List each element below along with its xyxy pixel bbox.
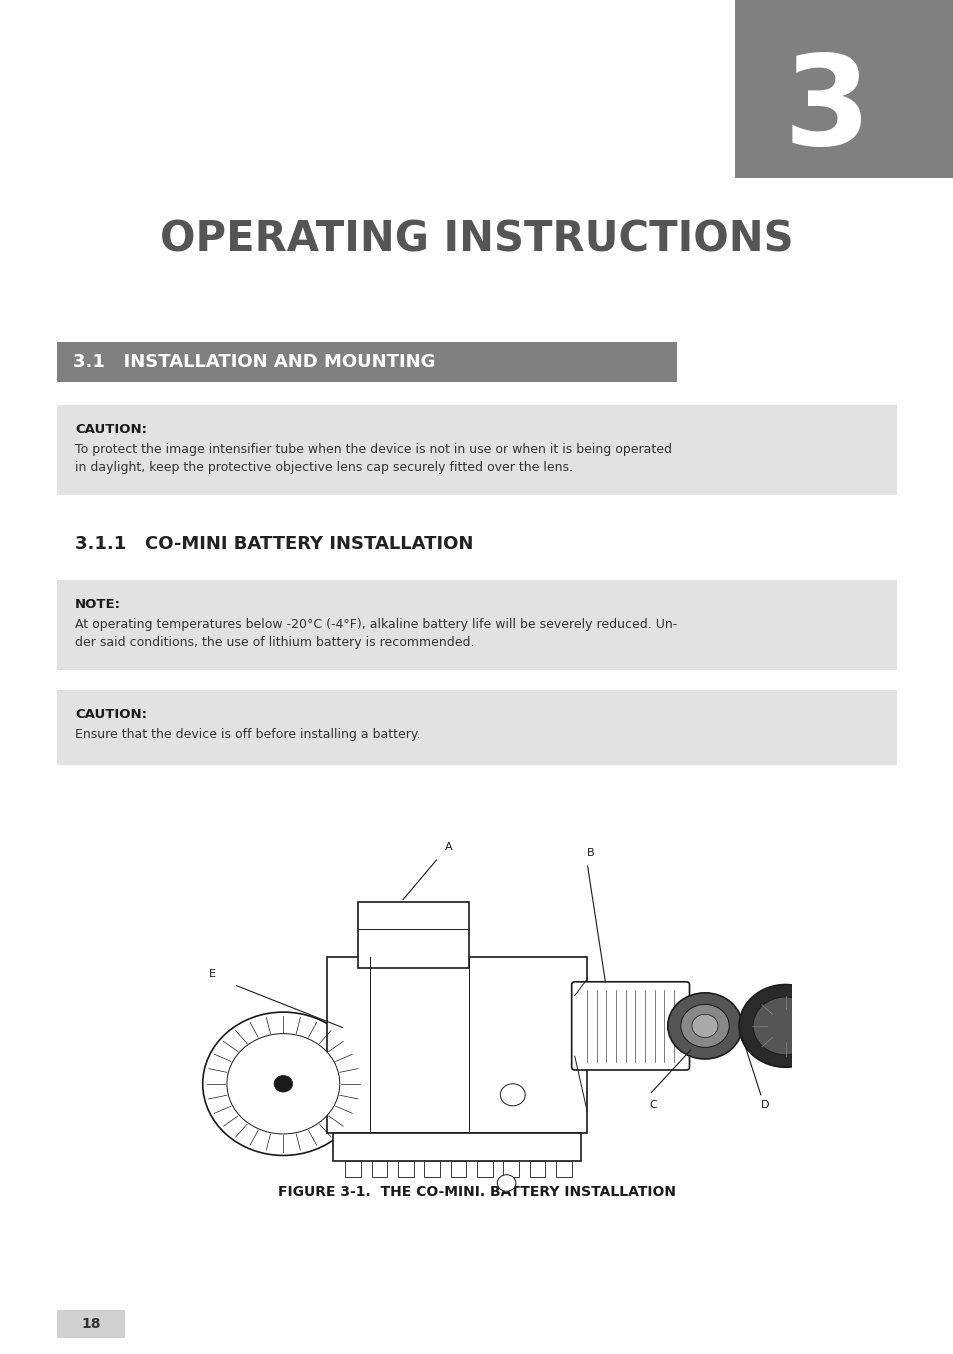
Text: 18: 18 [81, 1317, 101, 1331]
Circle shape [274, 1075, 293, 1093]
Bar [476, 1160, 492, 1178]
Bar [57, 343, 677, 382]
Text: 3: 3 [782, 50, 869, 171]
Circle shape [752, 997, 818, 1055]
Text: OPERATING INSTRUCTIONS: OPERATING INSTRUCTIONS [160, 219, 793, 261]
Text: Ensure that the device is off before installing a battery.: Ensure that the device is off before ins… [75, 728, 420, 741]
Circle shape [691, 1014, 718, 1037]
Bar [503, 1160, 518, 1178]
Text: CAUTION:: CAUTION: [75, 708, 147, 720]
Text: C: C [648, 1101, 657, 1110]
Bar [397, 1160, 413, 1178]
Circle shape [739, 984, 831, 1067]
Text: D: D [760, 1101, 768, 1110]
Text: To protect the image intensifier tube when the device is not in use or when it i: To protect the image intensifier tube wh… [75, 443, 671, 474]
Text: FIGURE 3-1.  THE CO-MINI. BATTERY INSTALLATION: FIGURE 3-1. THE CO-MINI. BATTERY INSTALL… [277, 1185, 676, 1200]
Bar [57, 691, 896, 765]
Bar [57, 405, 896, 496]
Bar [372, 1160, 387, 1178]
Bar [734, 0, 953, 177]
Circle shape [497, 1175, 516, 1192]
Text: NOTE:: NOTE: [75, 598, 121, 611]
Bar [450, 1160, 466, 1178]
Bar [57, 1311, 125, 1338]
Text: A: A [444, 842, 452, 852]
Bar [333, 1133, 580, 1160]
Circle shape [680, 1005, 728, 1048]
Text: CAUTION:: CAUTION: [75, 422, 147, 436]
Circle shape [499, 1083, 525, 1106]
Text: At operating temperatures below -20°C (-4°F), alkaline battery life will be seve: At operating temperatures below -20°C (-… [75, 617, 677, 649]
Text: B: B [586, 848, 594, 858]
Circle shape [227, 1033, 339, 1133]
Text: 3.1   INSTALLATION AND MOUNTING: 3.1 INSTALLATION AND MOUNTING [73, 353, 435, 371]
Bar [326, 957, 586, 1133]
Bar [424, 1160, 439, 1178]
Bar [529, 1160, 545, 1178]
Text: E: E [209, 969, 215, 979]
FancyBboxPatch shape [571, 982, 689, 1070]
Text: 3.1.1   CO-MINI BATTERY INSTALLATION: 3.1.1 CO-MINI BATTERY INSTALLATION [75, 535, 473, 552]
Bar [556, 1160, 571, 1178]
Circle shape [667, 992, 741, 1059]
Bar [57, 580, 896, 670]
Circle shape [202, 1013, 364, 1155]
Bar [345, 1160, 360, 1178]
Bar [357, 902, 469, 968]
